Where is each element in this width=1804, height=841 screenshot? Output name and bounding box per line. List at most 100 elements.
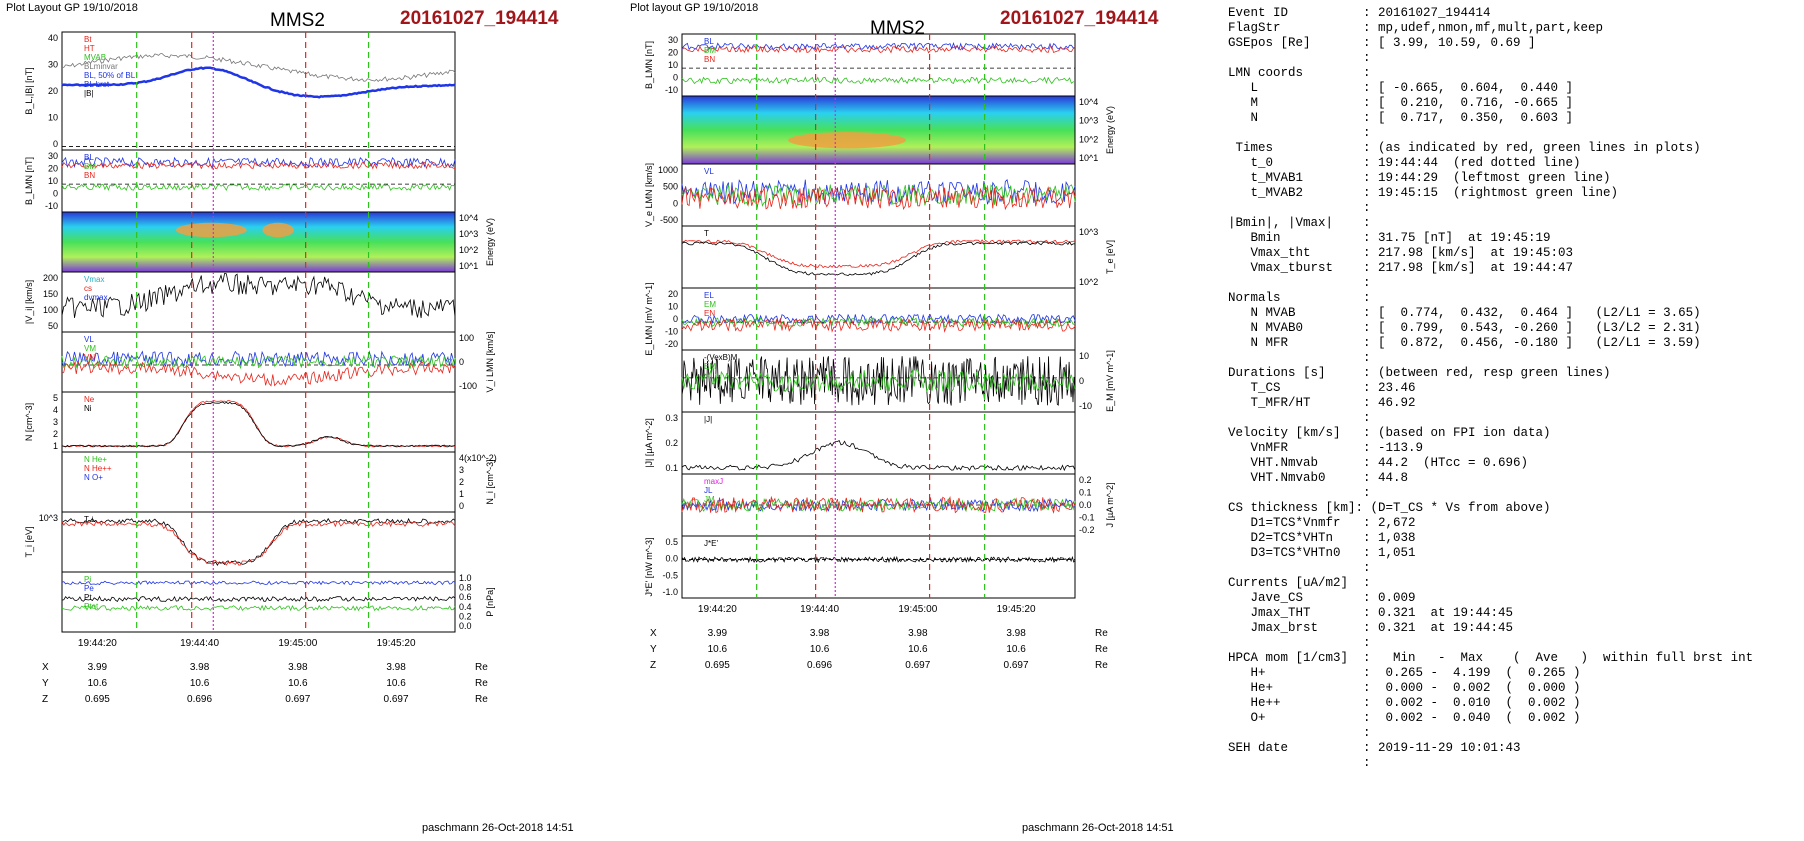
left-footer: paschmann 26-Oct-2018 14:51 xyxy=(422,822,574,834)
left_panel-legend-entry: N O+ xyxy=(84,473,103,482)
middle_panel-trace-red xyxy=(681,45,1076,54)
summary-line: : xyxy=(1228,201,1371,215)
left_panel-coord-value: 10.6 xyxy=(288,678,308,689)
summary-line: D1=TCS*Vnmfr : 2,672 xyxy=(1228,516,1416,530)
middle_panel-tick-label: -0.1 xyxy=(1079,513,1095,523)
summary-line: Normals : xyxy=(1228,291,1371,305)
left_panel-legend-entry: T⊥ xyxy=(84,515,96,524)
middle_panel-time-tick: 19:45:00 xyxy=(898,604,937,615)
middle_panel-legend-entry: EM xyxy=(704,362,716,371)
middle_panel-tick-label: 0 xyxy=(673,73,678,83)
middle_panel-tick-label: 0.0 xyxy=(665,554,678,564)
middle_panel-tick-label: -10 xyxy=(665,327,678,337)
middle_panel-panel-frame xyxy=(681,163,1076,227)
left_panel-legend-entry: Pi xyxy=(84,575,91,584)
middle_panel-tick-label: 10 xyxy=(668,302,678,312)
left_panel-trace-black xyxy=(61,272,456,319)
middle_panel-coord-value: 0.695 xyxy=(705,660,730,671)
left_panel-trace-black xyxy=(61,401,456,448)
summary-line: Vmax_tht : 217.98 [km/s] at 19:45:03 xyxy=(1228,246,1574,260)
middle_panel-coord-value: 3.99 xyxy=(708,628,728,639)
left_panel-tick-label: 50 xyxy=(48,321,58,331)
left_panel-coord-value: 0.697 xyxy=(285,694,310,705)
summary-line: He++ : 0.002 - 0.010 ( 0.002 ) xyxy=(1228,696,1581,710)
middle_panel-coord-unit: Re xyxy=(1095,660,1108,671)
summary-line: : xyxy=(1228,411,1371,425)
left_panel-trace-blue xyxy=(61,66,456,99)
summary-line: t_0 : 19:44:44 (red dotted line) xyxy=(1228,156,1581,170)
left_panel-time-tick: 19:44:20 xyxy=(78,638,117,649)
left_panel-y-axis-label: V_i LMN [km/s] xyxy=(485,331,495,392)
middle_panel-tick-label: 20 xyxy=(668,48,678,58)
left_panel-panel-frame xyxy=(61,271,456,333)
middle_panel-trace-red xyxy=(681,495,1076,514)
middle_panel-tick-label: -0.5 xyxy=(662,570,678,580)
left_panel-legend-entry: BN xyxy=(84,171,95,180)
summary-line: Jave_CS : 0.009 xyxy=(1228,591,1416,605)
middle_panel-panel-5: 10 0 -10 E_M [mV m^-1] -(VexB)MEM xyxy=(681,349,1115,413)
summary-line: Times : (as indicated by red, green line… xyxy=(1228,141,1701,155)
summary-line: : xyxy=(1228,126,1371,140)
summary-line: L : [ -0.665, 0.604, 0.440 ] xyxy=(1228,81,1574,95)
left_panel-coord-value: 3.98 xyxy=(386,662,406,673)
left_panel-y-axis-label: |V_i| [km/s] xyxy=(24,280,34,324)
summary-line: CS thickness [km]: (D=T_CS * Vs from abo… xyxy=(1228,501,1551,515)
middle_panel-legend-entry: -(VexB)M xyxy=(704,353,738,362)
left_panel-trace-red xyxy=(61,520,456,566)
event-summary-text: Event ID : 20161027_194414 FlagStr : mp,u… xyxy=(1228,6,1804,771)
left_panel-tick-label: 2 xyxy=(459,477,464,487)
left_panel-coord-value: 0.695 xyxy=(85,694,110,705)
middle_panel-tick-label: 20 xyxy=(668,289,678,299)
summary-line: Velocity [km/s] : (based on FPI ion data… xyxy=(1228,426,1551,440)
middle_panel-coord-value: 10.6 xyxy=(908,644,928,655)
left_panel-tick-label: 1 xyxy=(53,441,58,451)
left_panel-tick-label: 100 xyxy=(43,305,58,315)
middle_panel-tick-label: 10^4 xyxy=(1079,97,1098,107)
summary-line: : xyxy=(1228,726,1371,740)
left_panel-trace-green xyxy=(61,183,456,192)
middle_panel-legend-entry: J*E' xyxy=(704,539,718,548)
middle_panel-legend-entry: JL xyxy=(704,486,713,495)
middle_panel-coord-value: 10.6 xyxy=(810,644,830,655)
middle_panel-trace-black xyxy=(681,555,1076,564)
middle_panel-coord-label: Y xyxy=(650,644,657,655)
middle_panel-tick-label: -20 xyxy=(665,339,678,349)
summary-line: N MFR : [ 0.872, 0.456, -0.180 ] (L2/L1 … xyxy=(1228,336,1701,350)
left_panel-legend-entry: N He++ xyxy=(84,464,112,473)
middle_panel-trace-blue xyxy=(681,313,1076,325)
left_panel-tick-label: 10 xyxy=(48,113,58,123)
left-spacecraft-label: MMS2 xyxy=(270,10,325,31)
summary-line: M : [ 0.210, 0.716, -0.665 ] xyxy=(1228,96,1574,110)
left_panel-spectrogram-hotspot xyxy=(175,222,247,238)
left_panel-y-axis-label: N_i [cm^-3] xyxy=(485,459,495,504)
middle_panel-y-axis-label: J*E' [nW m^-3] xyxy=(644,538,654,597)
left_panel-tick-label: 10^2 xyxy=(459,245,478,255)
left_panel-legend-entry: N He+ xyxy=(84,455,107,464)
middle_panel-tick-label: 0.1 xyxy=(665,463,678,473)
left_panel-y-axis-label: Energy (eV) xyxy=(485,218,495,266)
middle_panel-trace-black xyxy=(681,440,1076,472)
middle_panel-coord-value: 10.6 xyxy=(708,644,728,655)
summary-line: VnMFR : -113.9 xyxy=(1228,441,1424,455)
middle_panel-y-axis-label: T_e [eV] xyxy=(1105,240,1115,274)
left_panel-coord-unit: Re xyxy=(475,662,488,673)
middle_panel-trace-green xyxy=(681,369,1076,393)
left_panel-panel-frame xyxy=(61,571,456,633)
left_panel-coord-value: 10.6 xyxy=(88,678,108,689)
middle-footer: paschmann 26-Oct-2018 14:51 xyxy=(1022,822,1174,834)
summary-line: O+ : 0.002 - 0.040 ( 0.002 ) xyxy=(1228,711,1581,725)
summary-line: N MVAB0 : [ 0.799, 0.543, -0.260 ] (L3/L… xyxy=(1228,321,1701,335)
middle_panel-tick-label: 0.2 xyxy=(665,438,678,448)
middle_panel-coord-value: 10.6 xyxy=(1006,644,1026,655)
left_panel-y-axis-label: P [nPa] xyxy=(485,587,495,616)
left_panel-trace-red xyxy=(61,360,456,387)
left_panel-tick-label: 0 xyxy=(459,357,464,367)
middle_panel-time-tick: 19:44:20 xyxy=(698,604,737,615)
left_panel-panel-frame xyxy=(61,391,456,453)
middle_panel-tick-label: 30 xyxy=(668,35,678,45)
middle_panel-trace-green xyxy=(681,183,1076,207)
left_panel-spectrogram-hotspot xyxy=(262,222,294,238)
left_panel-y-axis-label: T_i [eV] xyxy=(24,526,34,557)
